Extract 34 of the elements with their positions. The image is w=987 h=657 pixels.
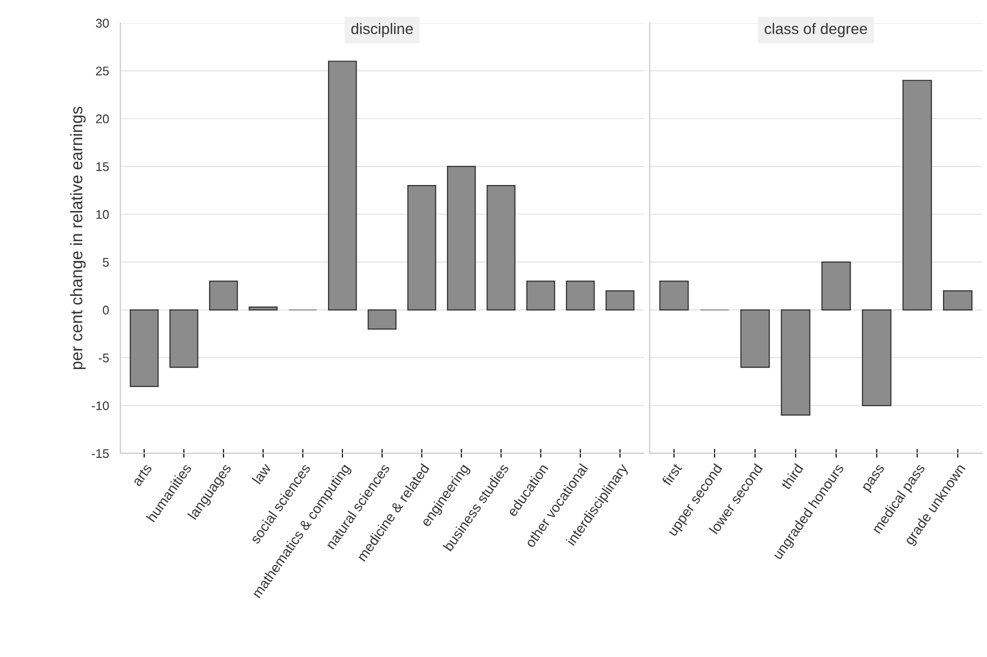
y-tick-label: 10 [96,210,109,219]
y-tick-label: 0 [102,306,109,315]
y-tick-label: 15 [96,162,109,172]
y-tick-label: -15 [92,449,109,458]
bar [169,309,198,368]
bar [821,262,851,310]
y-tick-label: 20 [96,114,109,124]
y-tick-label: 30 [96,18,109,28]
bar [659,280,689,310]
bar [566,280,595,310]
y-tick-label: 25 [96,66,109,76]
bar [248,306,278,310]
bar [328,60,357,310]
x-tick-label: first [661,462,682,486]
bar [526,280,556,310]
bar [446,166,476,310]
x-tick-label: law [252,462,272,485]
chart-title: class of degree [764,22,868,38]
bar [368,309,397,330]
bar [606,290,634,310]
y-tick-label: -10 [92,401,109,410]
bar [209,280,238,310]
chart-title: discipline [351,22,413,38]
bar [902,80,932,310]
bar [780,309,810,416]
bar [943,290,972,310]
y-axis-title: per cent change in relative earnings [70,106,86,370]
bar [486,185,516,310]
y-tick-label: -5 [98,354,109,362]
y-tick-label: 5 [102,258,109,267]
bar [407,185,436,310]
bar [740,309,770,368]
bar [862,309,892,406]
bar [130,309,159,387]
